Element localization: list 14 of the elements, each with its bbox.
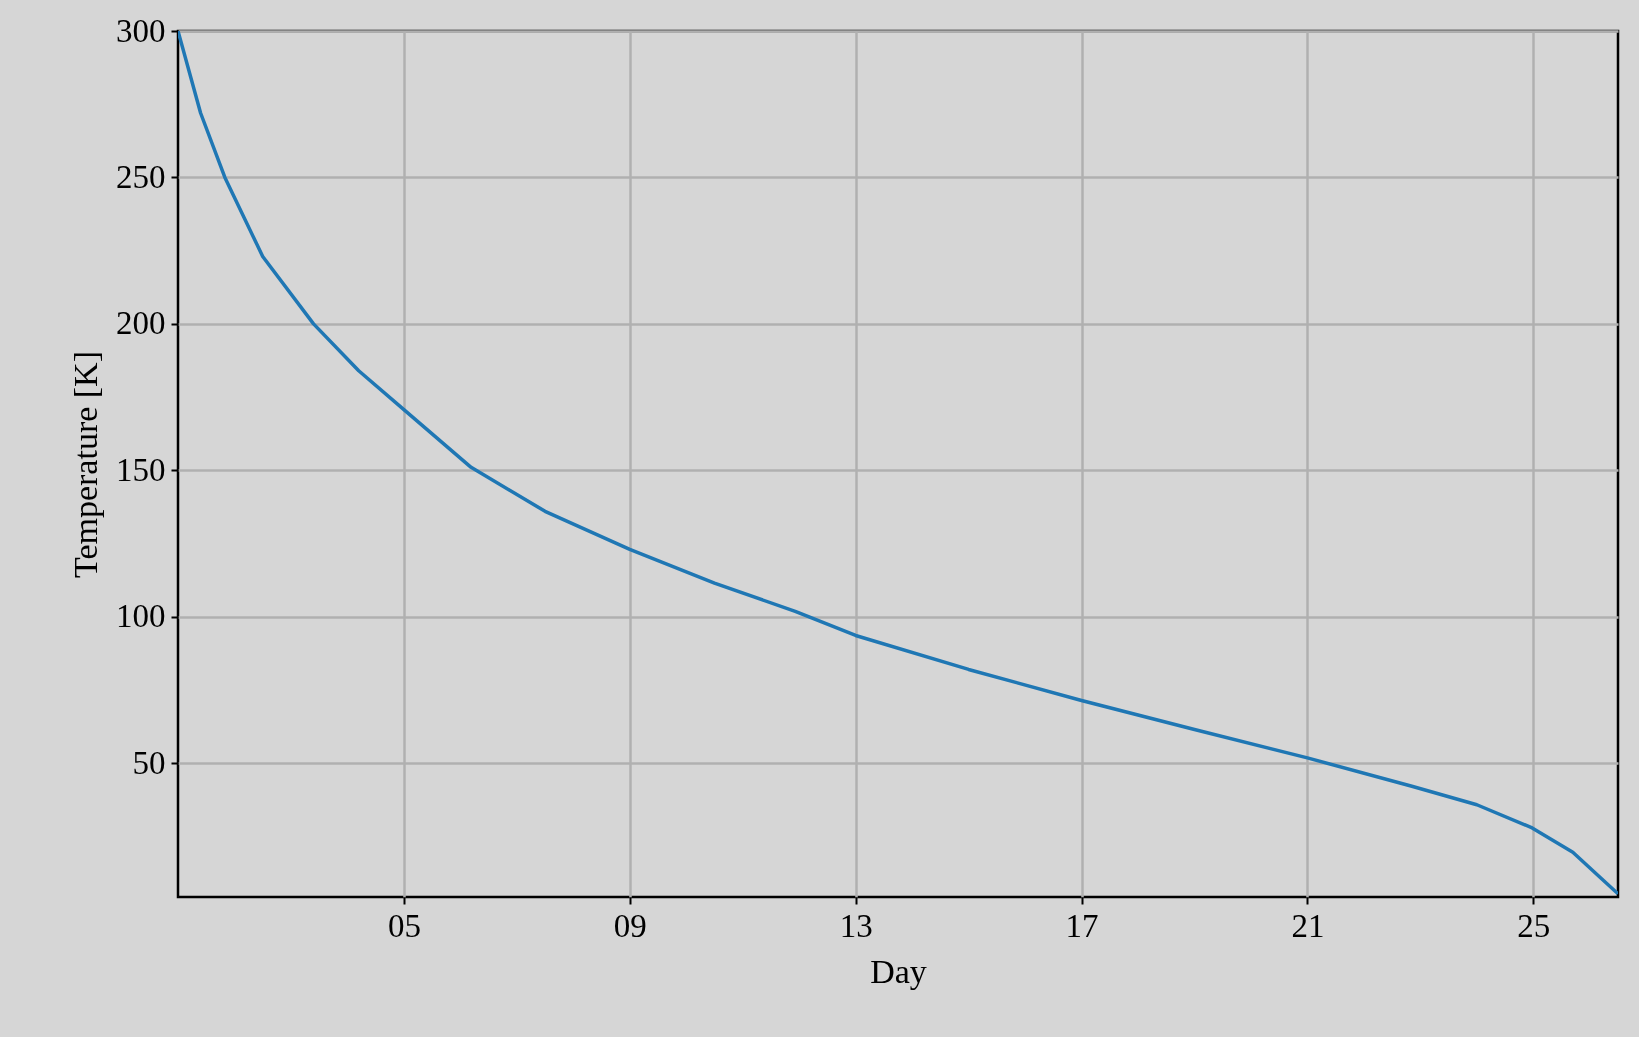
x-tick-label: 05: [387, 907, 421, 944]
y-tick-label: 200: [116, 305, 166, 342]
y-tick-label: 100: [116, 598, 166, 635]
y-tick-label: 150: [116, 451, 166, 488]
x-axis-title: Day: [870, 952, 927, 990]
y-tick-label: 250: [116, 158, 166, 195]
x-tick-label: 25: [1517, 907, 1551, 944]
x-tick-label: 17: [1065, 907, 1099, 944]
x-tick-label: 09: [613, 907, 647, 944]
y-axis-title: Temperature [K]: [67, 351, 104, 578]
x-tick-label: 21: [1291, 907, 1325, 944]
x-tick-label: 13: [839, 907, 873, 944]
y-tick-label: 300: [116, 12, 166, 49]
y-tick-label: 50: [132, 744, 166, 781]
